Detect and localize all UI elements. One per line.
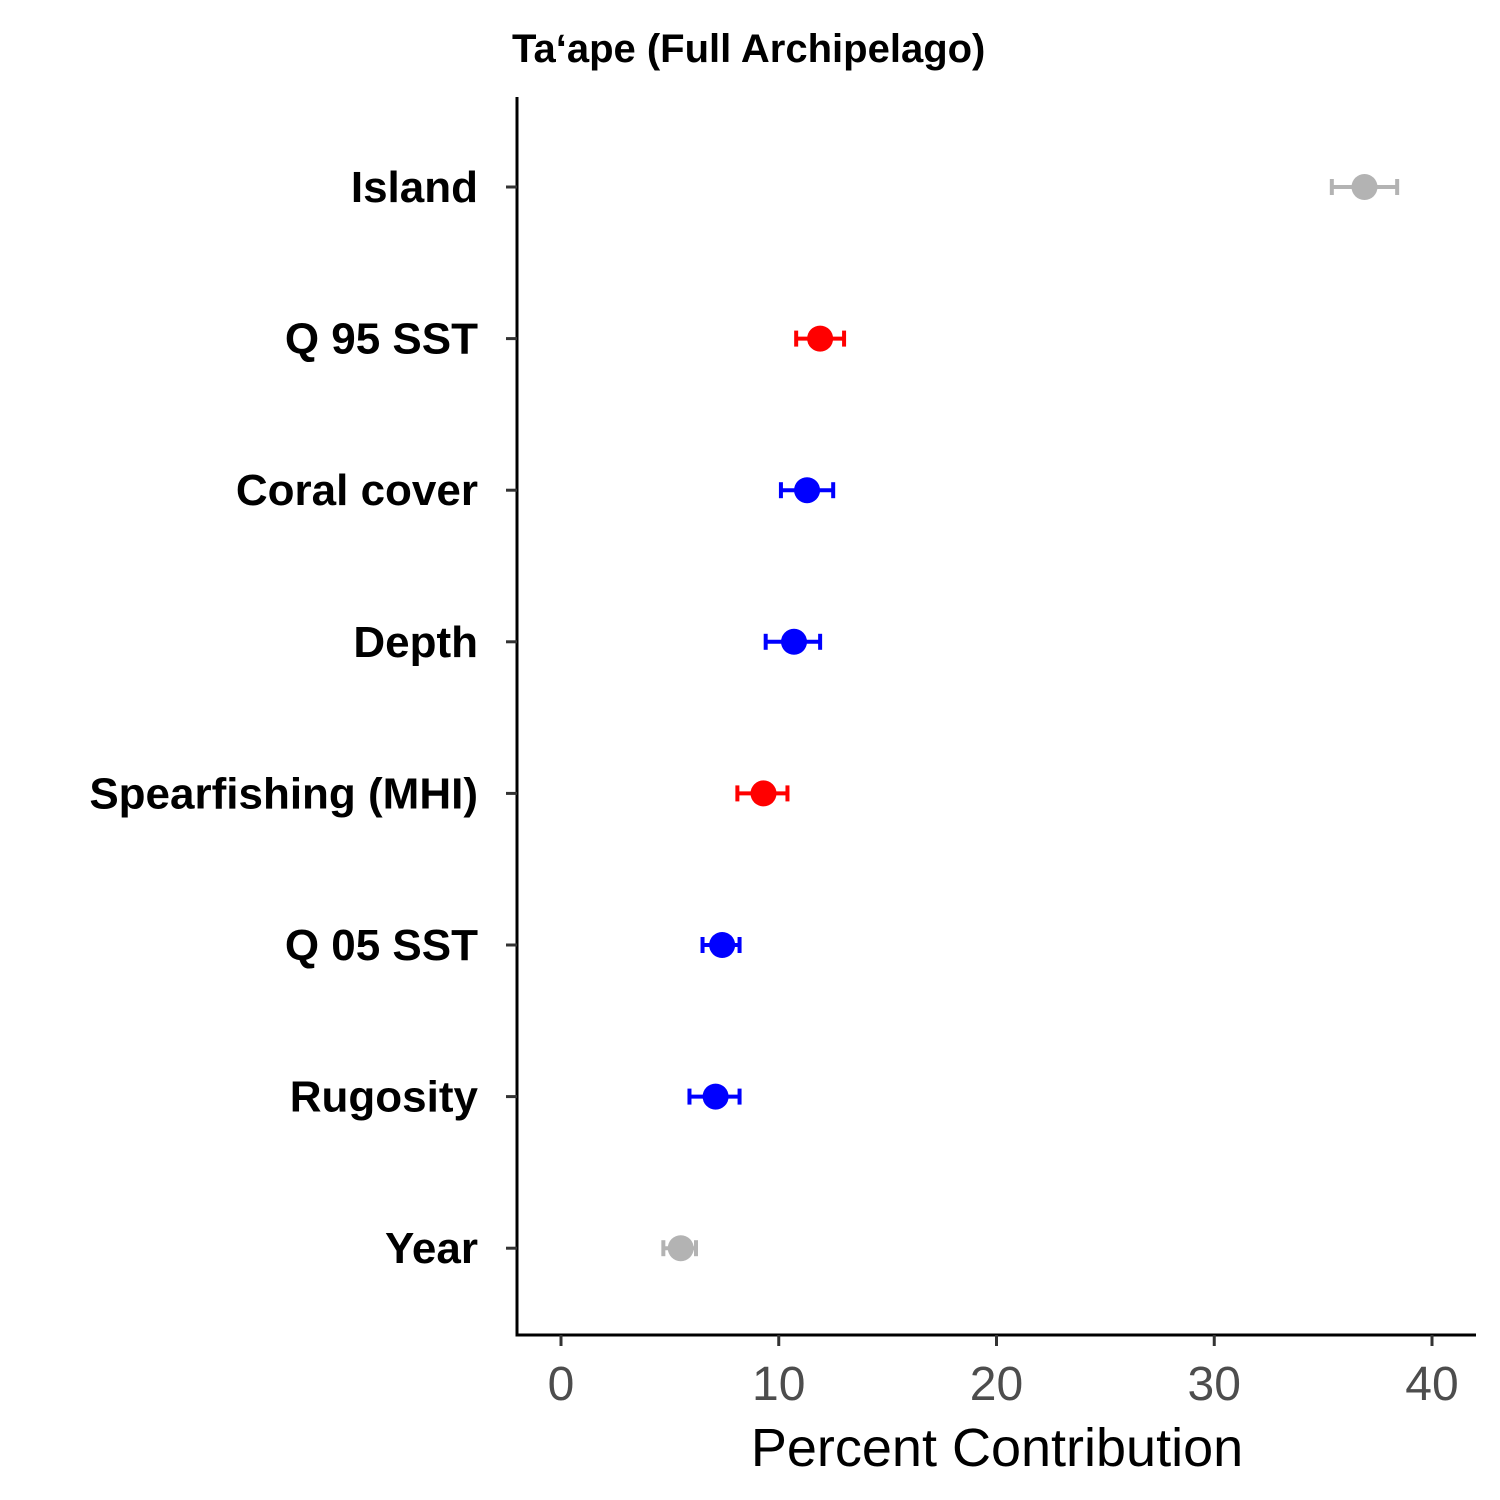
y-tick-label: Coral cover: [236, 466, 478, 515]
y-tick-label: Island: [351, 163, 478, 212]
x-tick-label: 10: [752, 1358, 805, 1411]
data-point: [780, 628, 807, 655]
data-point: [709, 932, 736, 958]
y-tick-label: Year: [385, 1224, 478, 1273]
y-tick-label: Q 05 SST: [285, 921, 478, 970]
x-tick-label: 30: [1188, 1358, 1241, 1411]
x-tick-label: 20: [970, 1358, 1023, 1411]
y-tick-label: Rugosity: [290, 1073, 479, 1122]
data-point: [702, 1083, 729, 1110]
y-tick-label: Spearfishing (MHI): [89, 769, 478, 818]
x-axis-label: Percent Contribution: [751, 1418, 1243, 1478]
data-point: [807, 325, 834, 352]
data-point: [1351, 174, 1378, 200]
data-point: [667, 1235, 694, 1262]
y-tick-label: Depth: [353, 618, 478, 667]
data-point: [794, 477, 821, 504]
axes: 0 10 20 30 40 Island Q 95 SST Coral cover Depth S…: [89, 97, 1476, 1411]
data-point: [750, 780, 777, 807]
data-marks: [661, 174, 1400, 1262]
x-tick-label: 0: [548, 1358, 575, 1411]
y-tick-label: Q 95 SST: [285, 315, 478, 364]
x-tick-label: 40: [1405, 1358, 1458, 1411]
chart-title: Ta‘ape (Full Archipelago): [512, 27, 985, 71]
